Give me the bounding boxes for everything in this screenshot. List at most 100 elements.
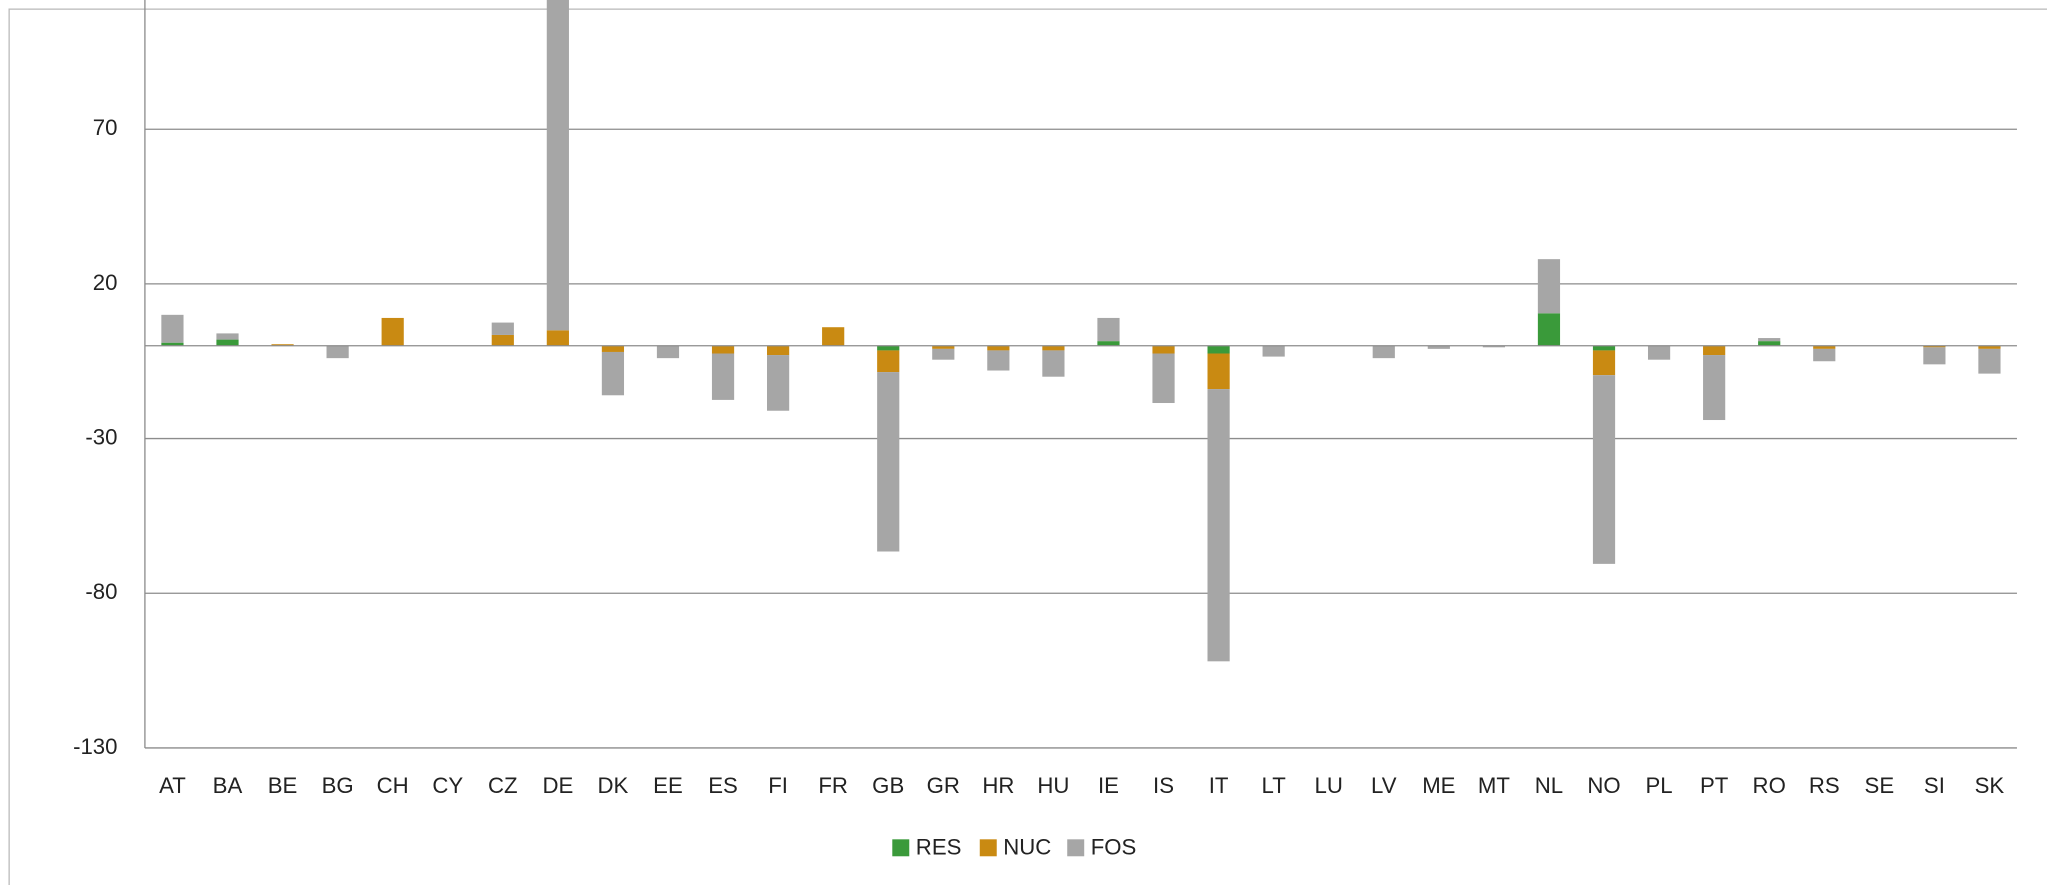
bar-segment — [932, 348, 955, 360]
x-tick-label: NO — [1587, 773, 1620, 798]
bar-segment — [491, 322, 514, 335]
bar-segment — [1647, 345, 1671, 360]
x-tick-label: ME — [1422, 773, 1455, 798]
bar-segment — [381, 317, 404, 346]
x-tick-label: CZ — [488, 773, 518, 798]
bar-segment — [1427, 345, 1450, 349]
x-tick-label: CY — [432, 773, 463, 798]
x-tick-label: GB — [872, 773, 904, 798]
bar-segment — [1042, 350, 1065, 377]
y-tick-label: -30 — [85, 424, 117, 449]
bar-segment — [216, 339, 239, 346]
bar-segment — [1537, 313, 1561, 346]
bar-segment — [711, 353, 735, 400]
bar-segment — [877, 372, 900, 552]
x-tick-label: FR — [818, 773, 848, 798]
bar-segment — [546, 330, 569, 346]
bar-segment — [1372, 345, 1395, 359]
bar-segment — [1758, 338, 1781, 342]
bar-segment — [767, 355, 790, 411]
x-tick-label: SK — [1975, 773, 2005, 798]
x-tick-label: FI — [768, 773, 788, 798]
bar-segment — [711, 345, 735, 354]
bar-segment — [216, 333, 239, 340]
bar-segment — [601, 345, 625, 352]
legend-swatch — [892, 839, 910, 857]
chart-frame — [8, 8, 2047, 885]
bar-segment — [326, 345, 349, 359]
bar-segment — [656, 345, 680, 359]
bar-segment — [1758, 341, 1781, 346]
x-tick-label: RS — [1809, 773, 1840, 798]
y-tick-label: 70 — [93, 115, 118, 140]
x-tick-label: ES — [708, 773, 738, 798]
bar-segment — [877, 345, 900, 351]
legend-swatch — [979, 839, 997, 857]
bar-segment — [601, 351, 625, 396]
legend-swatch — [1067, 839, 1085, 857]
bar-segment — [1813, 348, 1836, 362]
legend-label: RES — [916, 834, 962, 859]
bar-segment — [1592, 375, 1616, 564]
bar-segment — [767, 345, 790, 356]
x-tick-label: LV — [1371, 773, 1397, 798]
x-tick-label: HU — [1037, 773, 1069, 798]
bar-segment — [1482, 345, 1505, 348]
bar-segment — [1592, 350, 1616, 376]
x-tick-label: BG — [322, 773, 354, 798]
bar-segment — [1923, 347, 1946, 365]
x-tick-label: BE — [268, 773, 298, 798]
x-tick-label: CH — [377, 773, 409, 798]
bar-segment — [1703, 355, 1726, 421]
x-tick-label: RO — [1753, 773, 1786, 798]
bar-segment — [987, 350, 1010, 371]
x-tick-label: HR — [982, 773, 1014, 798]
bar-segment — [987, 345, 1010, 351]
bar-segment — [1537, 259, 1561, 314]
x-tick-label: SE — [1865, 773, 1895, 798]
x-tick-label: DE — [542, 773, 573, 798]
x-tick-label: DK — [598, 773, 629, 798]
x-tick-label: LU — [1315, 773, 1343, 798]
bar-segment — [1207, 345, 1230, 354]
bar-segment — [546, 0, 569, 331]
bar-segment — [1923, 345, 1946, 348]
y-tick-label: -130 — [73, 734, 117, 759]
bar-segment — [1042, 345, 1065, 351]
x-tick-label: GR — [927, 773, 960, 798]
bar-segment — [1703, 345, 1726, 356]
x-tick-label: PT — [1700, 773, 1729, 798]
bar-segment — [1097, 317, 1120, 342]
x-tick-label: BA — [213, 773, 243, 798]
bar-segment — [271, 344, 294, 346]
x-tick-label: EE — [653, 773, 683, 798]
legend-label: NUC — [1003, 834, 1051, 859]
bar-segment — [1152, 345, 1175, 354]
bar-segment — [932, 345, 955, 349]
x-tick-label: AT — [159, 773, 186, 798]
legend-label: FOS — [1091, 834, 1137, 859]
bar-segment — [1152, 353, 1175, 404]
x-tick-label: IT — [1209, 773, 1229, 798]
bar-segment — [1813, 345, 1836, 349]
bar-segment — [161, 342, 184, 346]
bar-segment — [877, 350, 900, 373]
bar-segment — [1978, 348, 2001, 374]
y-tick-label: -80 — [85, 579, 117, 604]
x-tick-label: SI — [1924, 773, 1945, 798]
bar-segment — [1207, 353, 1230, 390]
x-tick-label: IS — [1153, 773, 1174, 798]
bar-segment — [1207, 389, 1230, 662]
x-tick-label: NL — [1535, 773, 1563, 798]
bar-segment — [1262, 345, 1285, 357]
bar-segment — [1978, 345, 2001, 349]
bar-segment — [822, 327, 845, 346]
y-tick-label: 20 — [93, 270, 118, 295]
x-tick-label: PL — [1646, 773, 1673, 798]
x-tick-label: IE — [1098, 773, 1119, 798]
bar-segment — [1097, 341, 1120, 346]
x-tick-label: MT — [1478, 773, 1510, 798]
bar-segment — [491, 334, 514, 346]
bar-segment — [1592, 345, 1616, 351]
